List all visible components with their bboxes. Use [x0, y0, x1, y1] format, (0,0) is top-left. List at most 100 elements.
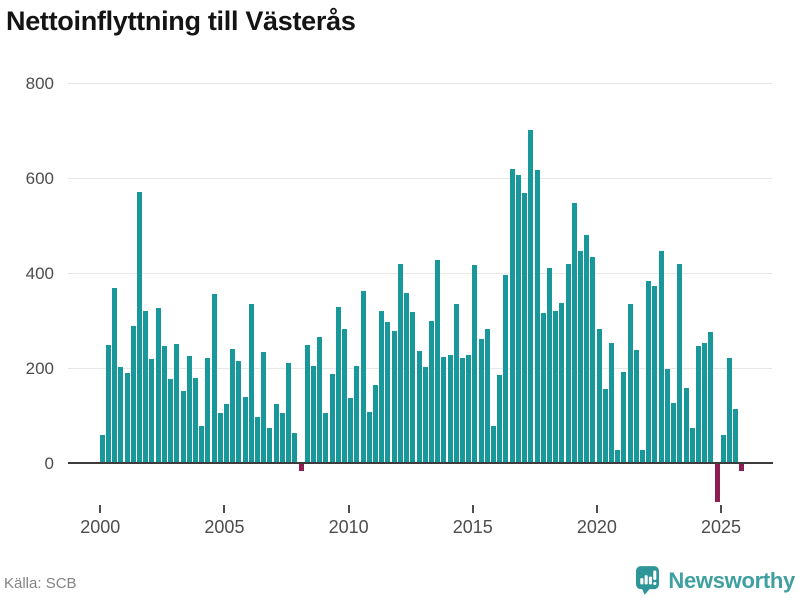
bar-2021Q1: [621, 372, 627, 464]
bar-2022Q1: [646, 281, 652, 464]
y-tick-label-600: 600: [25, 169, 54, 189]
bar-2002Q3: [161, 346, 167, 464]
bar-2002Q4: [168, 379, 174, 464]
x-tick-label-2015: 2015: [452, 517, 493, 537]
bar-2013Q1: [422, 367, 428, 464]
bar-2006Q4: [267, 427, 273, 464]
x-tick-mark-2025: [720, 505, 723, 513]
bar-2017Q3: [534, 170, 540, 464]
bar-2013Q3: [435, 260, 441, 464]
bar-2025Q1: [720, 434, 726, 464]
bar-2023Q1: [671, 402, 677, 464]
bar-2009Q2: [329, 374, 335, 464]
bar-2005Q3: [236, 361, 242, 464]
bar-2025Q4: [739, 464, 745, 472]
bar-2000Q4: [118, 366, 124, 464]
bar-2014Q1: [447, 355, 453, 464]
bar-2016Q1: [497, 375, 503, 464]
x-tick-mark-2010: [347, 505, 350, 513]
bar-2014Q3: [459, 357, 465, 464]
bar-2022Q3: [658, 250, 664, 464]
bar-2001Q3: [137, 191, 143, 464]
bar-2016Q4: [515, 174, 521, 464]
bar-2001Q2: [130, 326, 136, 464]
bar-2002Q2: [155, 307, 161, 464]
gridline-400: [68, 273, 772, 274]
bar-2015Q3: [484, 329, 490, 464]
bar-2016Q3: [509, 168, 515, 464]
bar-2005Q1: [224, 403, 229, 464]
bar-2022Q4: [664, 369, 670, 464]
bar-2015Q1: [472, 264, 478, 464]
bar-2015Q2: [478, 339, 484, 464]
bar-2007Q3: [286, 362, 292, 464]
bar-2001Q4: [143, 310, 149, 464]
bar-2011Q2: [379, 310, 385, 464]
bar-2024Q4: [714, 464, 720, 503]
bar-2023Q4: [689, 427, 695, 464]
gridline-600: [68, 178, 772, 180]
x-tick-mark-2000: [99, 505, 102, 513]
bar-2005Q4: [242, 396, 248, 464]
bar-2004Q3: [211, 293, 217, 464]
source-label: Källa: SCB: [4, 575, 77, 592]
bar-2007Q1: [273, 404, 279, 464]
bar-2012Q4: [416, 350, 422, 464]
bar-2008Q1: [298, 464, 304, 472]
x-tick-mark-2020: [595, 505, 598, 513]
bar-2000Q1: [99, 434, 105, 464]
x-tick-label-2000: 2000: [80, 517, 121, 537]
bar-2007Q4: [292, 433, 298, 464]
bar-2005Q2: [230, 349, 236, 464]
bar-2021Q2: [627, 304, 633, 464]
bar-2009Q4: [341, 329, 347, 464]
bar-2010Q3: [360, 291, 366, 464]
y-tick-label-400: 400: [25, 264, 54, 283]
bar-2020Q1: [596, 329, 602, 464]
bar-2011Q1: [373, 385, 379, 464]
bar-2000Q3: [112, 287, 118, 464]
bar-2024Q3: [708, 331, 714, 464]
y-tick-label-0: 0: [44, 453, 54, 473]
bar-2019Q1: [571, 202, 577, 464]
bar-2011Q3: [385, 321, 391, 464]
bar-2022Q2: [652, 286, 658, 464]
y-tick-label-200: 200: [25, 358, 54, 378]
bar-2003Q3: [186, 356, 192, 464]
bar-2010Q1: [348, 398, 354, 464]
bar-2018Q2: [553, 310, 559, 464]
bar-2006Q1: [248, 304, 254, 464]
y-tick-label-800: 800: [25, 74, 54, 94]
bar-2025Q2: [727, 358, 732, 464]
bar-2004Q4: [217, 412, 223, 464]
bar-2003Q1: [174, 344, 180, 464]
bar-2006Q2: [255, 416, 261, 464]
bar-2003Q4: [192, 377, 198, 464]
bar-2023Q2: [677, 263, 683, 464]
x-tick-mark-2015: [471, 505, 474, 513]
bar-2015Q4: [491, 425, 497, 464]
bar-2020Q2: [602, 388, 608, 464]
bar-2012Q2: [404, 293, 410, 464]
bar-2001Q1: [124, 372, 130, 464]
bar-2000Q2: [106, 345, 111, 464]
chart-title: Nettoinflyttning till Västerås: [6, 6, 356, 36]
x-tick-label-2020: 2020: [576, 517, 617, 537]
bar-2007Q2: [279, 413, 285, 464]
bar-2010Q4: [366, 411, 372, 464]
bar-2009Q1: [323, 412, 329, 464]
bar-2008Q2: [304, 345, 310, 464]
newsworthy-logo[interactable]: Newsworthy: [636, 566, 795, 595]
bar-2011Q4: [391, 330, 397, 464]
bar-2008Q3: [310, 366, 316, 464]
bar-2017Q2: [528, 130, 534, 464]
bar-2006Q3: [261, 352, 267, 464]
x-tick-mark-2005: [223, 505, 226, 513]
bar-2025Q3: [733, 409, 739, 464]
bar-2014Q2: [453, 304, 459, 464]
bar-2014Q4: [466, 354, 472, 464]
bar-2013Q4: [441, 357, 447, 464]
bar-2024Q1: [695, 346, 701, 464]
bar-2021Q4: [640, 450, 646, 464]
